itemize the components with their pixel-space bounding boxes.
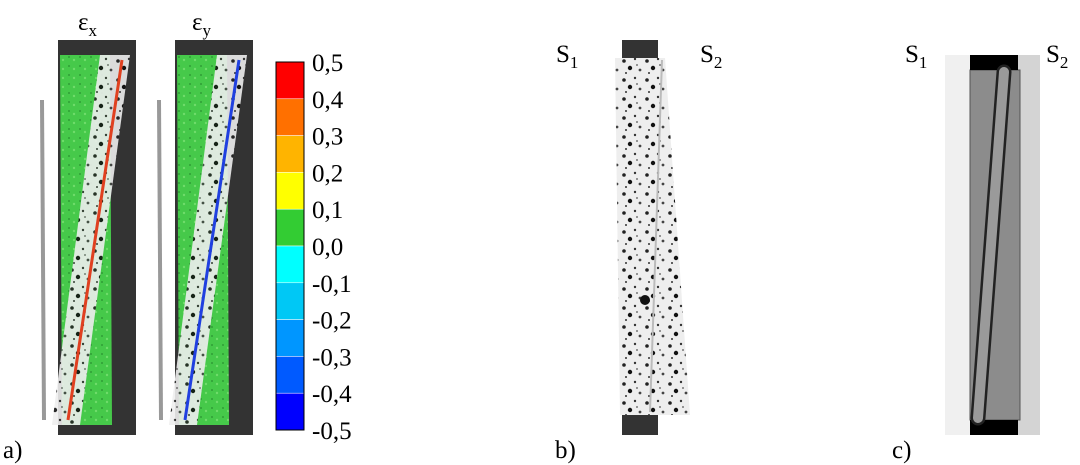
colorbar-segment	[275, 98, 305, 136]
colorbar: 0,5 0,4 0,3 0,2 0,1 0,0 -0,1 -0,2 -0,3 -0,4 -0,5	[275, 50, 352, 445]
panel-label: b)	[555, 437, 576, 464]
colorbar-label: -0,5	[312, 418, 352, 445]
schematic	[945, 55, 1040, 435]
colorbar-label: 0,1	[312, 197, 343, 224]
colorbar-label: -0,2	[312, 308, 352, 335]
side-label-sub: 1	[919, 53, 928, 72]
panel-label: c)	[892, 437, 911, 464]
colorbar-segment	[275, 356, 305, 394]
colorbar-segment	[275, 245, 305, 284]
colorbar-label: 0,2	[312, 160, 343, 187]
colorbar-segment	[275, 392, 305, 431]
strain-map-x	[40, 40, 136, 435]
side-label-main: S	[700, 41, 714, 68]
colorbar-segment	[275, 135, 305, 173]
side-label: S2	[700, 41, 722, 72]
side-label-main: S	[1046, 41, 1060, 68]
map-label-sub: x	[89, 21, 98, 40]
map-label-sub: y	[203, 21, 212, 40]
colorbar-label: 0,5	[312, 50, 343, 77]
colorbar-frame	[275, 61, 305, 431]
side-label-sub: 1	[570, 53, 579, 72]
speckle-image	[615, 40, 690, 435]
strain-map-y	[157, 40, 253, 435]
side-label: S1	[905, 41, 927, 72]
map-label-main: ε	[192, 9, 203, 36]
colorbar-segment	[275, 282, 305, 320]
colorbar-label: 0,0	[312, 234, 343, 261]
colorbar-label: 0,4	[312, 87, 344, 114]
side-label-main: S	[556, 41, 570, 68]
colorbar-label: -0,3	[312, 344, 352, 371]
side-label-main: S	[905, 41, 919, 68]
side-label: S2	[1046, 41, 1068, 72]
side-label-sub: 2	[1060, 53, 1069, 72]
map-label: εx	[78, 9, 98, 40]
colorbar-label: 0,3	[312, 124, 343, 151]
colorbar-label: -0,4	[312, 381, 352, 408]
colorbar-segment	[275, 208, 305, 247]
colorbar-segment	[275, 172, 305, 210]
panel-label: a)	[3, 437, 22, 464]
colorbar-label: -0,1	[312, 271, 352, 298]
side-label: S1	[556, 41, 578, 72]
colorbar-segment	[275, 319, 305, 357]
colorbar-segment	[275, 61, 305, 100]
map-label: εy	[192, 9, 212, 40]
side-label-sub: 2	[714, 53, 723, 72]
map-label-main: ε	[78, 9, 89, 36]
